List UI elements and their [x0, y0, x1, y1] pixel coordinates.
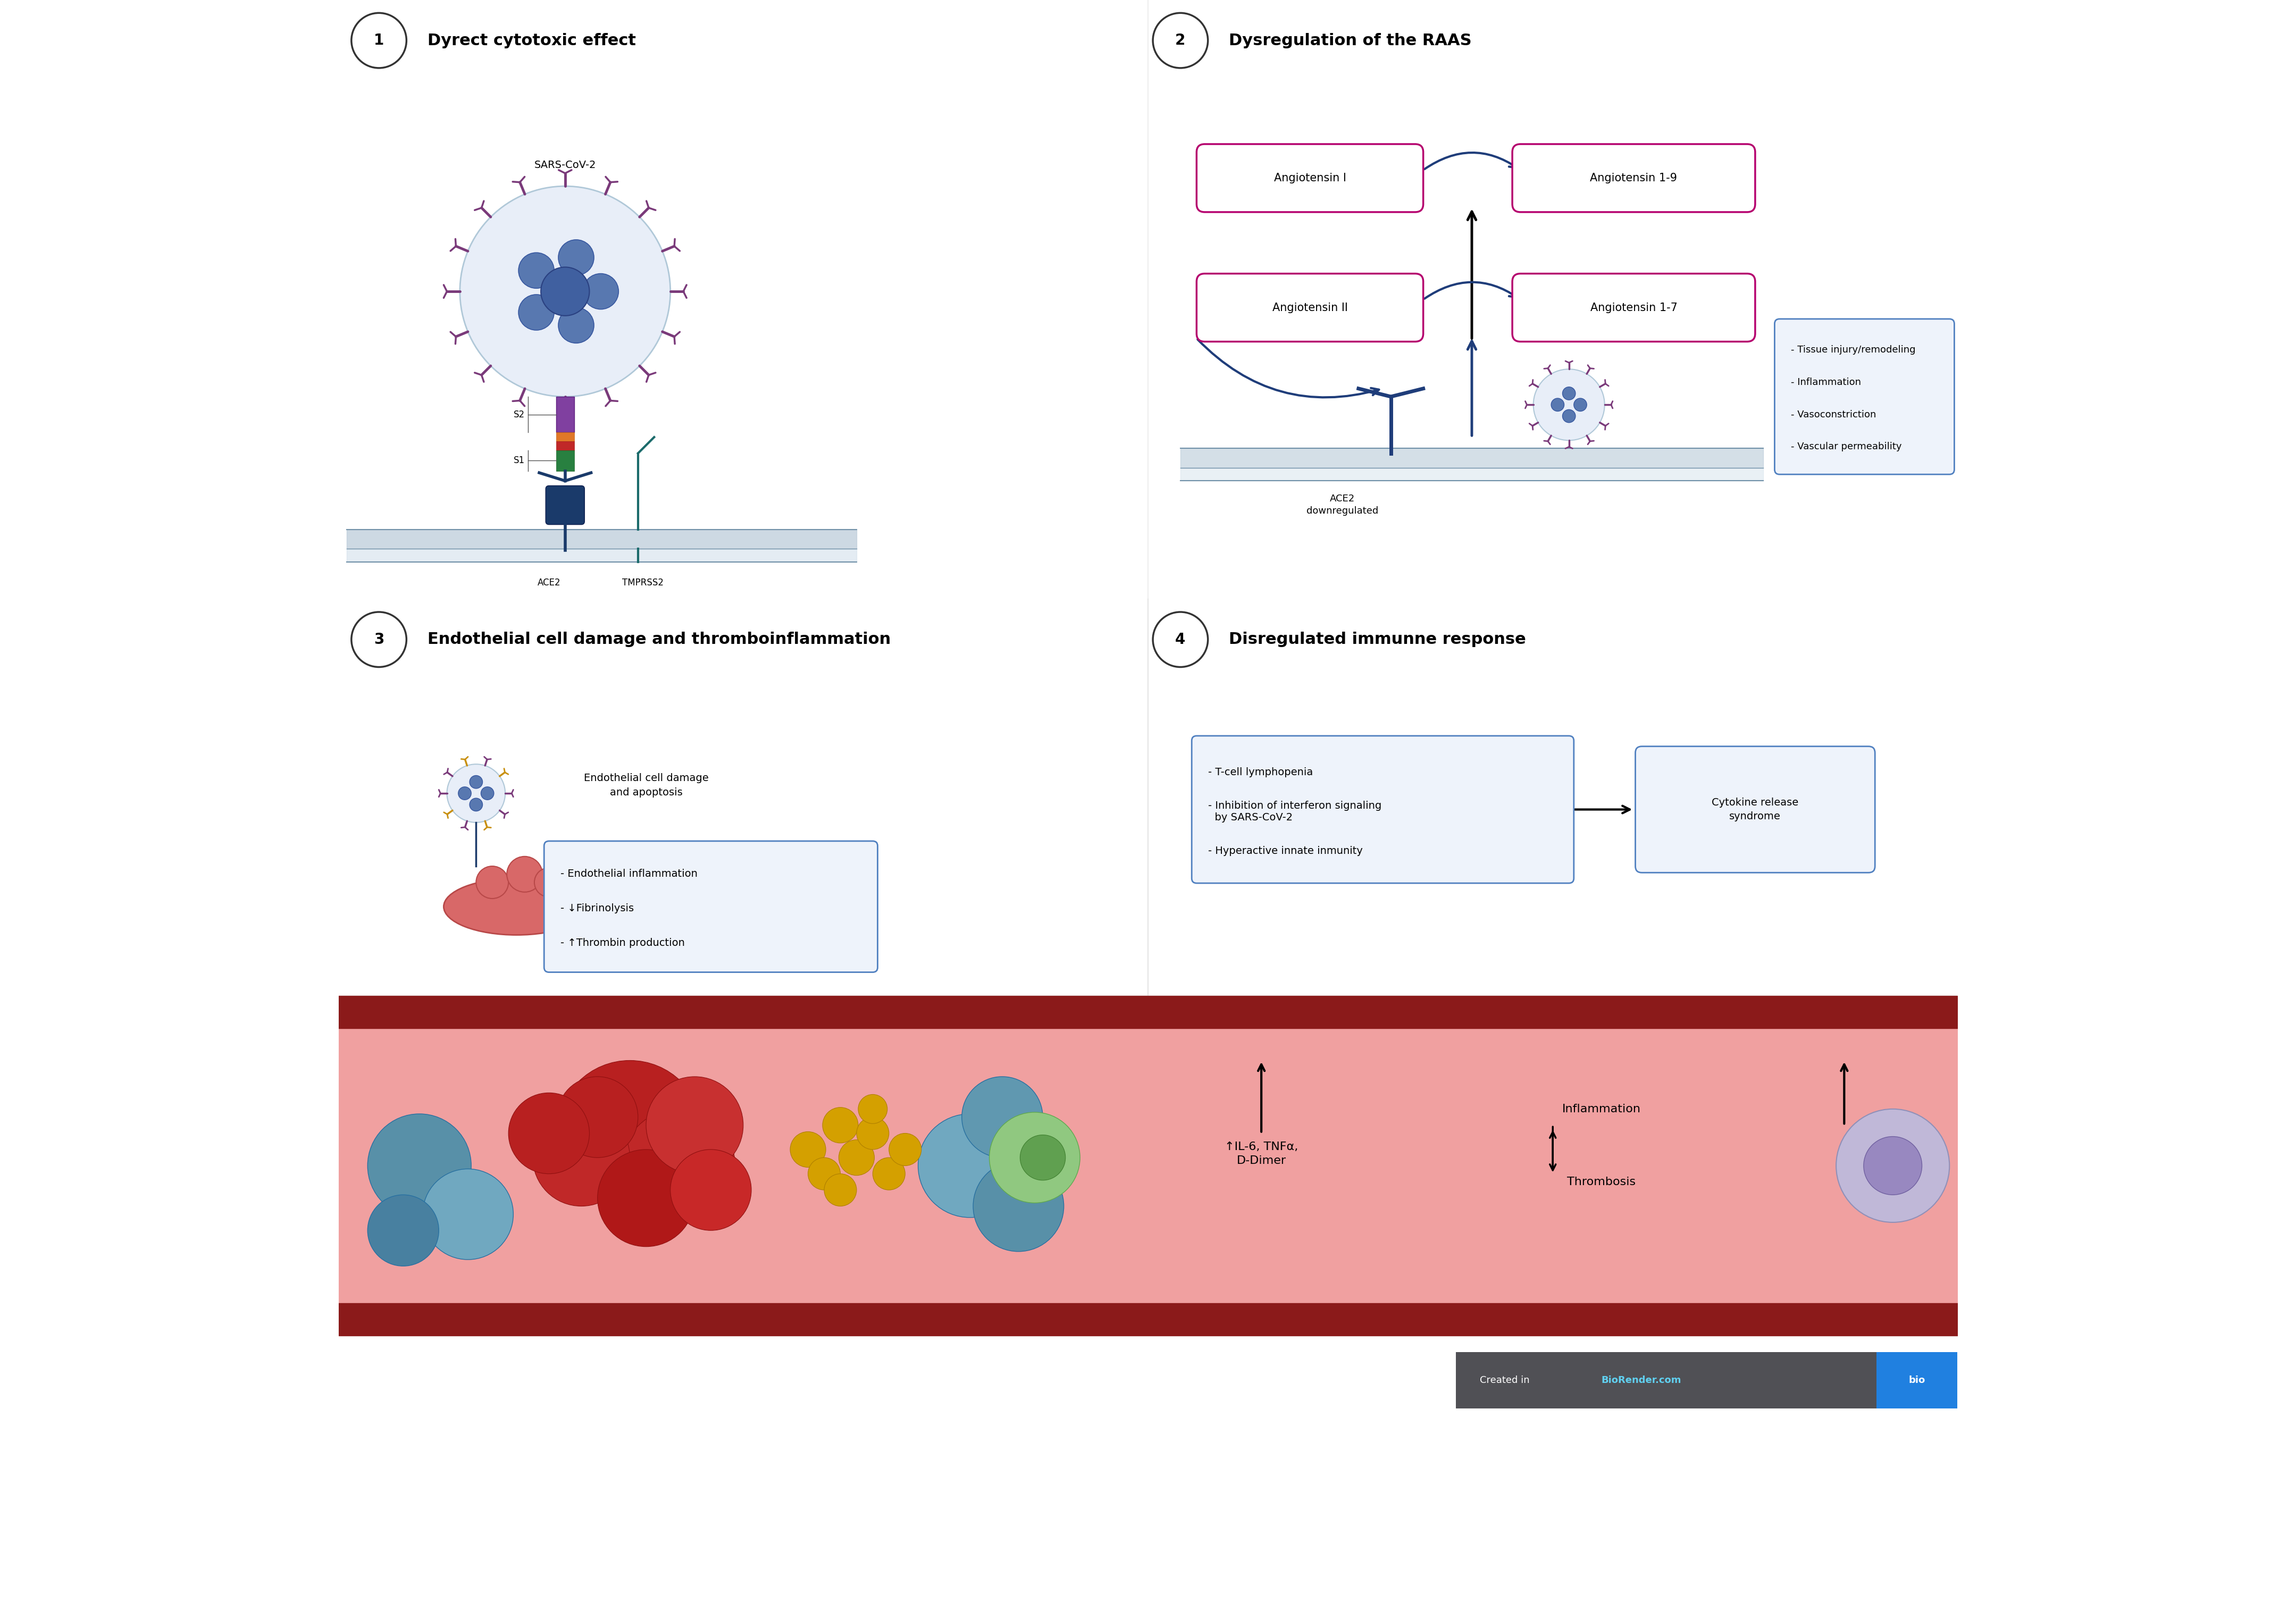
- Circle shape: [507, 856, 542, 892]
- Text: ↑IL-6, TNFα,
D-Dimer: ↑IL-6, TNFα, D-Dimer: [1224, 1141, 1297, 1166]
- Circle shape: [622, 1109, 735, 1222]
- Circle shape: [1534, 369, 1605, 440]
- FancyBboxPatch shape: [1513, 144, 1754, 212]
- Circle shape: [480, 787, 494, 800]
- Text: - Inflammation: - Inflammation: [1791, 377, 1862, 387]
- Text: Dysregulation of the RAAS: Dysregulation of the RAAS: [1228, 32, 1472, 49]
- Text: Inflammation: Inflammation: [1561, 1104, 1642, 1114]
- Circle shape: [459, 787, 471, 800]
- Text: - Vasoconstriction: - Vasoconstriction: [1791, 410, 1876, 419]
- Text: - ↓Fibrinolysis: - ↓Fibrinolysis: [560, 903, 634, 913]
- FancyBboxPatch shape: [1196, 274, 1424, 342]
- Circle shape: [535, 868, 563, 897]
- Text: TMPRSS2: TMPRSS2: [622, 578, 664, 588]
- Circle shape: [962, 1077, 1042, 1158]
- Circle shape: [838, 1140, 875, 1175]
- Circle shape: [558, 240, 595, 275]
- Text: 1: 1: [374, 32, 383, 49]
- Circle shape: [475, 866, 507, 899]
- Text: - Inhibition of interferon signaling
  by SARS-CoV-2: - Inhibition of interferon signaling by …: [1208, 800, 1382, 822]
- FancyBboxPatch shape: [1192, 735, 1573, 882]
- Text: SARS-CoV-2: SARS-CoV-2: [535, 160, 597, 170]
- Text: S1: S1: [514, 457, 526, 465]
- Text: Angiotensin I: Angiotensin I: [1274, 173, 1345, 183]
- Circle shape: [507, 1093, 590, 1174]
- FancyBboxPatch shape: [546, 486, 585, 525]
- Text: Thrombosis: Thrombosis: [1568, 1177, 1635, 1187]
- Circle shape: [1837, 1109, 1949, 1222]
- Text: bio: bio: [1908, 1376, 1926, 1384]
- Bar: [556, 450, 574, 471]
- Circle shape: [872, 1158, 905, 1190]
- Circle shape: [889, 1133, 921, 1166]
- Circle shape: [822, 1107, 859, 1143]
- Text: Endothelial cell damage
and apoptosis: Endothelial cell damage and apoptosis: [583, 774, 709, 797]
- Circle shape: [856, 1117, 889, 1149]
- Circle shape: [824, 1174, 856, 1206]
- Text: BioRender.com: BioRender.com: [1600, 1376, 1681, 1384]
- FancyBboxPatch shape: [1196, 144, 1424, 212]
- Circle shape: [645, 1077, 744, 1174]
- Circle shape: [459, 186, 670, 397]
- FancyBboxPatch shape: [1513, 274, 1754, 342]
- Circle shape: [367, 1195, 439, 1266]
- Text: Disregulated immunne response: Disregulated immunne response: [1228, 631, 1527, 648]
- Circle shape: [558, 308, 595, 343]
- Text: Angiotensin 1-7: Angiotensin 1-7: [1591, 303, 1678, 312]
- Circle shape: [790, 1132, 827, 1167]
- FancyBboxPatch shape: [544, 840, 877, 971]
- Circle shape: [448, 764, 505, 822]
- Text: - Vascular permeability: - Vascular permeability: [1791, 442, 1901, 452]
- Circle shape: [597, 1149, 696, 1247]
- Circle shape: [583, 274, 618, 309]
- Text: 3: 3: [374, 631, 383, 648]
- Circle shape: [670, 1149, 751, 1230]
- Circle shape: [471, 798, 482, 811]
- Text: - Tissue injury/remodeling: - Tissue injury/remodeling: [1791, 345, 1915, 355]
- Circle shape: [859, 1094, 886, 1124]
- Text: Endothelial cell damage and thromboinflammation: Endothelial cell damage and thromboinfla…: [427, 631, 891, 648]
- Circle shape: [1564, 387, 1575, 400]
- Bar: [556, 440, 574, 450]
- Text: Cytokine release
syndrome: Cytokine release syndrome: [1713, 798, 1798, 821]
- FancyBboxPatch shape: [1456, 1352, 1958, 1409]
- Text: ACE2
downregulated: ACE2 downregulated: [1306, 494, 1378, 516]
- Circle shape: [1864, 1137, 1922, 1195]
- Text: - Hyperactive innate inmunity: - Hyperactive innate inmunity: [1208, 845, 1362, 856]
- Circle shape: [1552, 398, 1564, 411]
- Circle shape: [519, 253, 553, 288]
- Text: - ↑Thrombin production: - ↑Thrombin production: [560, 937, 684, 949]
- Circle shape: [1573, 398, 1587, 411]
- Text: ACE2: ACE2: [537, 578, 560, 588]
- Circle shape: [1564, 410, 1575, 423]
- Circle shape: [422, 1169, 514, 1260]
- Ellipse shape: [443, 877, 590, 934]
- Circle shape: [542, 267, 590, 316]
- Bar: [556, 432, 574, 442]
- Text: Created in: Created in: [1481, 1376, 1534, 1384]
- Text: - T-cell lymphopenia: - T-cell lymphopenia: [1208, 767, 1313, 777]
- Text: 4: 4: [1176, 631, 1185, 648]
- Bar: [556, 397, 574, 432]
- FancyBboxPatch shape: [1635, 746, 1876, 873]
- Text: Dyrect cytotoxic effect: Dyrect cytotoxic effect: [427, 32, 636, 49]
- Circle shape: [533, 1109, 629, 1206]
- Circle shape: [519, 295, 553, 330]
- Circle shape: [471, 776, 482, 788]
- Circle shape: [558, 1077, 638, 1158]
- Circle shape: [918, 1114, 1022, 1217]
- Text: S2: S2: [514, 410, 526, 419]
- FancyBboxPatch shape: [1876, 1352, 1958, 1409]
- FancyBboxPatch shape: [1775, 319, 1954, 474]
- Circle shape: [558, 1060, 703, 1206]
- Circle shape: [808, 1158, 840, 1190]
- Text: - Endothelial inflammation: - Endothelial inflammation: [560, 869, 698, 879]
- Circle shape: [367, 1114, 471, 1217]
- Text: Angiotensin II: Angiotensin II: [1272, 303, 1348, 312]
- Text: Angiotensin 1-9: Angiotensin 1-9: [1591, 173, 1678, 183]
- Circle shape: [974, 1161, 1063, 1251]
- Circle shape: [990, 1112, 1079, 1203]
- Circle shape: [1019, 1135, 1065, 1180]
- Text: 2: 2: [1176, 32, 1185, 49]
